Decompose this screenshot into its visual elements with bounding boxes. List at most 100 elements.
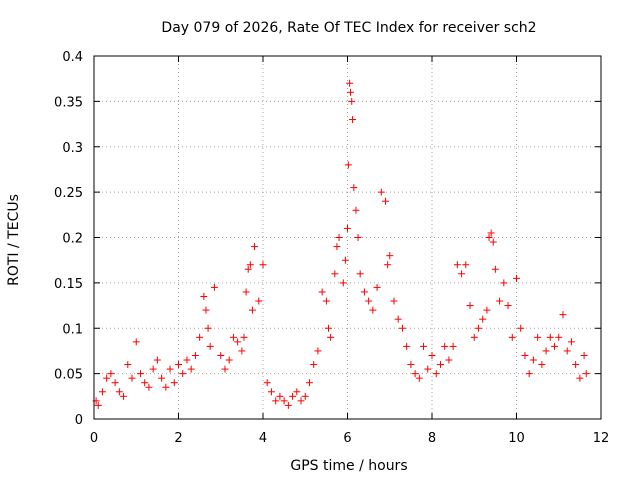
x-tick-label: 0	[90, 431, 98, 446]
data-point	[229, 333, 237, 341]
data-point	[267, 388, 275, 396]
data-point	[508, 333, 516, 341]
data-point	[377, 188, 385, 196]
y-tick-label: 0	[75, 413, 83, 428]
data-point	[251, 243, 259, 251]
data-point	[582, 370, 590, 378]
y-tick-label: 0.25	[54, 186, 83, 201]
data-point	[225, 356, 233, 364]
data-point	[276, 392, 284, 400]
data-point	[263, 379, 271, 387]
data-point	[153, 356, 161, 364]
data-point	[491, 265, 499, 273]
data-point	[162, 383, 170, 391]
data-point	[297, 397, 305, 405]
data-point	[517, 324, 525, 332]
data-point	[424, 365, 432, 373]
data-point	[272, 397, 280, 405]
data-point	[567, 338, 575, 346]
data-point	[107, 370, 115, 378]
data-point	[166, 365, 174, 373]
data-point	[120, 392, 128, 400]
data-point	[449, 342, 457, 350]
x-tick-label: 10	[508, 431, 525, 446]
data-point	[348, 97, 356, 105]
data-point	[432, 370, 440, 378]
data-point	[360, 288, 368, 296]
data-point	[187, 365, 195, 373]
data-point	[415, 374, 423, 382]
data-point	[487, 229, 495, 237]
data-point	[403, 342, 411, 350]
data-point	[196, 333, 204, 341]
data-point	[327, 333, 335, 341]
data-point	[217, 351, 225, 359]
data-point	[149, 365, 157, 373]
data-point	[500, 279, 508, 287]
data-point	[344, 224, 351, 232]
data-point	[436, 361, 444, 369]
data-point	[483, 306, 491, 314]
data-point	[310, 361, 318, 369]
data-point	[132, 338, 140, 346]
data-point	[244, 265, 252, 273]
y-axis-ticks: 0 0.05 0.1 0.15 0.2 0.25 0.3 0.35 0.4	[54, 50, 601, 428]
data-point	[202, 306, 210, 314]
data-point	[324, 324, 332, 332]
data-point	[466, 302, 474, 310]
x-tick-label: 8	[428, 431, 436, 446]
data-point	[259, 261, 267, 269]
data-point	[576, 374, 584, 382]
data-point	[115, 388, 123, 396]
data-point	[238, 347, 246, 355]
data-point	[373, 283, 381, 291]
data-point	[458, 270, 466, 278]
data-point	[555, 333, 563, 341]
data-point	[242, 288, 250, 296]
data-point	[322, 297, 330, 305]
data-point	[365, 297, 373, 305]
data-point	[341, 256, 349, 264]
data-point	[346, 88, 354, 96]
data-point	[382, 197, 390, 205]
data-points	[92, 79, 590, 409]
x-tick-label: 12	[593, 431, 610, 446]
data-point	[210, 283, 218, 291]
data-point	[331, 270, 339, 278]
data-point	[158, 374, 166, 382]
data-point	[128, 374, 136, 382]
data-point	[411, 370, 419, 378]
data-point	[246, 261, 254, 269]
data-point	[183, 356, 191, 364]
data-point	[534, 333, 542, 341]
data-point	[293, 388, 301, 396]
data-point	[580, 351, 588, 359]
data-point	[407, 361, 415, 369]
data-point	[521, 351, 529, 359]
data-point	[301, 392, 309, 400]
data-point	[489, 238, 497, 246]
data-point	[441, 342, 449, 350]
data-point	[339, 279, 347, 287]
y-tick-label: 0.4	[62, 50, 83, 65]
data-point	[356, 270, 364, 278]
data-point	[346, 79, 354, 87]
data-point	[333, 243, 341, 251]
data-point	[145, 383, 153, 391]
data-point	[513, 274, 520, 282]
data-point	[386, 252, 394, 260]
data-point	[349, 116, 357, 124]
y-tick-label: 0.1	[62, 322, 83, 337]
y-tick-label: 0.15	[54, 277, 83, 292]
data-point	[546, 333, 554, 341]
data-point	[369, 306, 377, 314]
data-point	[206, 342, 214, 350]
data-point	[479, 315, 487, 323]
data-point	[496, 297, 504, 305]
data-point	[103, 374, 111, 382]
data-point	[284, 401, 292, 409]
data-point	[445, 356, 453, 364]
data-point	[572, 361, 580, 369]
data-point	[248, 306, 256, 314]
data-point	[470, 333, 478, 341]
